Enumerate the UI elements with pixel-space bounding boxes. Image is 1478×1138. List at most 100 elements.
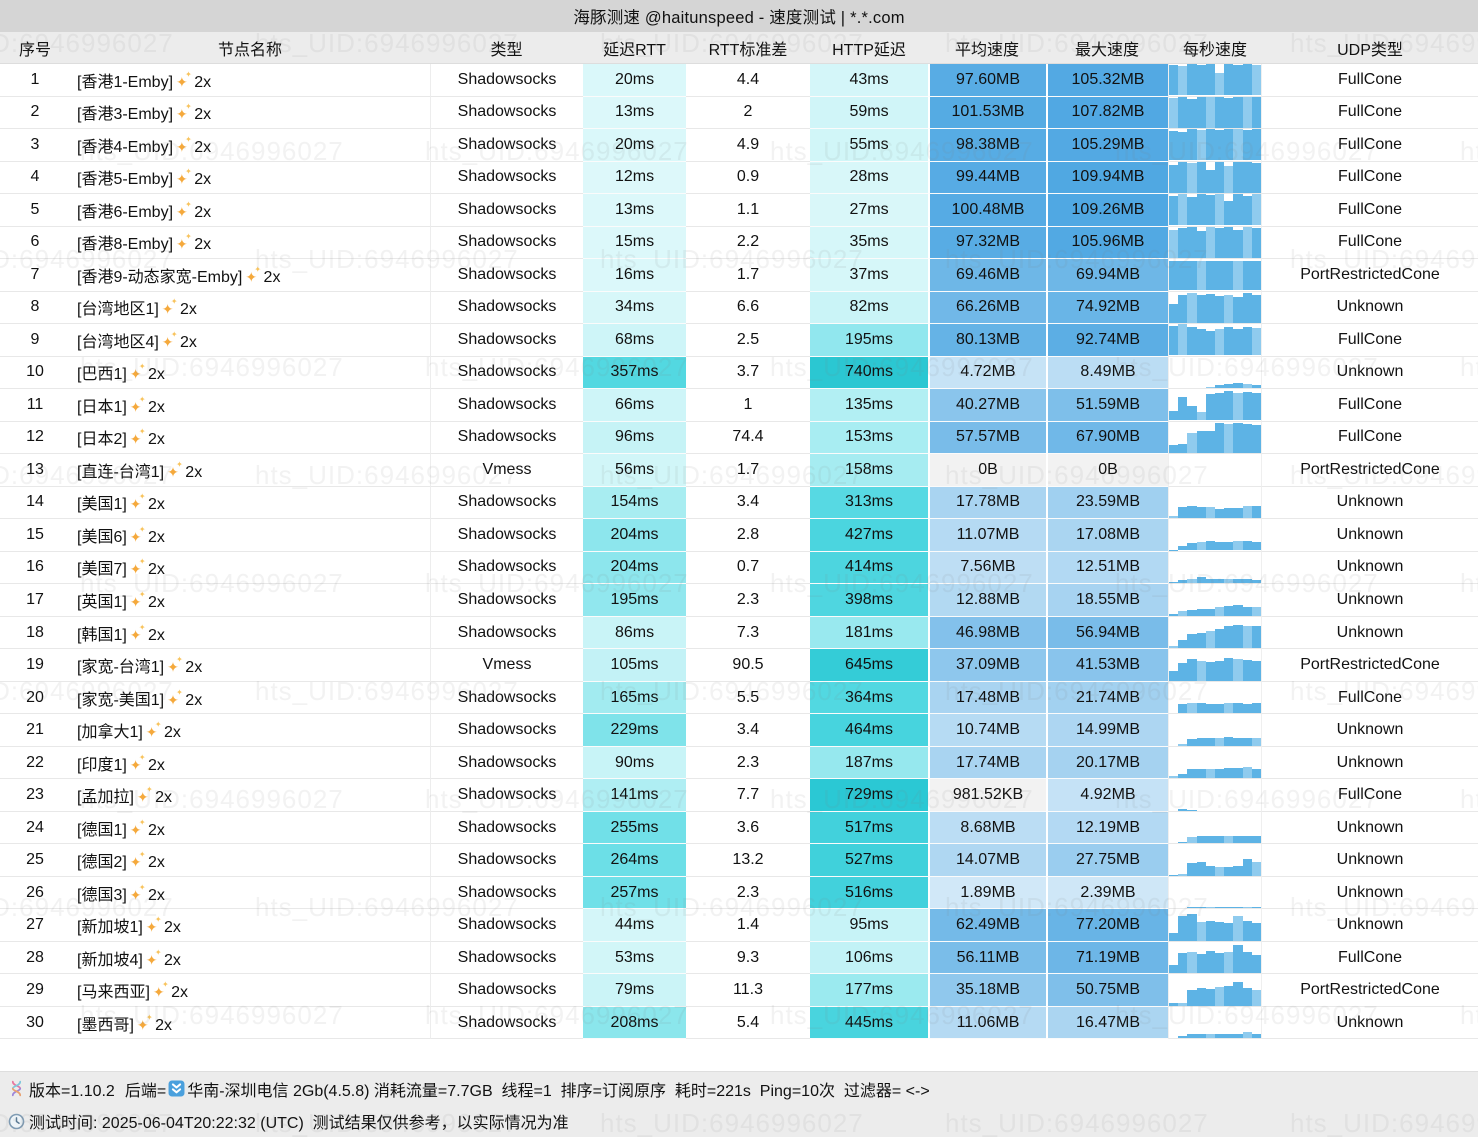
cell-node-name: [香港6-Emby] ✦ ✦ 2x — [70, 194, 430, 227]
sparkline-bar — [1178, 294, 1188, 323]
sparkline-bar — [1187, 64, 1197, 96]
cell-speed-sparkline — [1168, 616, 1262, 650]
cell-index: 2 — [0, 97, 70, 130]
sparkline-bar — [1233, 915, 1243, 941]
sparkline-bar — [1187, 952, 1197, 974]
cell-rtt-stddev: 1 — [686, 389, 810, 422]
speed-sparkline — [1169, 942, 1261, 974]
sparkles-icon: ✦ ✦ — [176, 167, 192, 188]
sparkline-bar — [1233, 703, 1243, 714]
sparkline-bar — [1187, 406, 1197, 421]
cell-rtt-stddev: 2.5 — [686, 324, 810, 357]
cell-rtt-stddev: 1.7 — [686, 259, 810, 292]
cell-type: Shadowsocks — [430, 584, 583, 617]
cell-type: Shadowsocks — [430, 714, 583, 747]
sparkline-bar — [1242, 226, 1252, 258]
cell-latency-rtt: 12ms — [583, 161, 686, 195]
cell-index: 7 — [0, 259, 70, 292]
cell-max-speed: 12.19MB — [1046, 811, 1168, 845]
cell-http-latency: 135ms — [810, 389, 928, 422]
sparkline-bar — [1251, 294, 1261, 323]
node-multiplier: 2x — [259, 268, 281, 286]
cell-udp-type: Unknown — [1262, 714, 1478, 747]
node-multiplier: 2x — [143, 398, 165, 416]
sparkline-bar — [1196, 836, 1206, 844]
sparkline-bar — [1169, 445, 1179, 453]
node-name-label: [香港9-动态家宽-Emby] — [77, 268, 243, 286]
cell-avg-speed: 98.38MB — [928, 129, 1046, 162]
table-row: 12 [日本2] ✦ ✦ 2x Shadowsocks 96ms 74.4 153ms 57.5… — [0, 421, 1478, 455]
sparkline-bar — [1251, 506, 1261, 518]
sparkline-bar — [1224, 625, 1234, 649]
sparkline-bar — [1224, 606, 1234, 616]
page-title: 海豚测速 @haitunspeed - 速度测试 | *.*.com — [573, 9, 905, 27]
cell-max-speed: 77.20MB — [1046, 909, 1168, 942]
sparkline-bar — [1169, 516, 1179, 518]
sparkline-bar — [1178, 1036, 1188, 1039]
sparkline-bar — [1251, 738, 1261, 746]
cell-latency-rtt: 208ms — [583, 1006, 686, 1040]
node-name-label: [香港3-Emby] — [77, 106, 174, 124]
node-multiplier: 2x — [143, 561, 165, 579]
sparkline-bar — [1196, 768, 1206, 779]
sparkline-bar — [1242, 767, 1252, 779]
cell-avg-speed: 17.48MB — [928, 681, 1046, 715]
sparkline-bar — [1196, 906, 1206, 909]
cell-speed-sparkline — [1168, 129, 1262, 162]
cell-latency-rtt: 204ms — [583, 519, 686, 552]
cell-max-speed: 8.49MB — [1046, 356, 1168, 390]
sparkline-bar — [1233, 768, 1243, 779]
cell-max-speed: 4.92MB — [1046, 779, 1168, 812]
sparkline-bar — [1196, 65, 1206, 96]
cell-avg-speed: 0B — [928, 454, 1046, 487]
sparkline-bar — [1233, 906, 1243, 909]
clock-icon — [8, 1113, 25, 1130]
node-multiplier: 2x — [180, 659, 203, 677]
cell-type: Shadowsocks — [430, 486, 583, 520]
sparkline-bar — [1242, 130, 1252, 161]
cell-latency-rtt: 86ms — [583, 616, 686, 650]
sparkline-bar — [1233, 737, 1243, 746]
cell-udp-type: Unknown — [1262, 292, 1478, 325]
sparkles-icon: ✦ ✦ — [161, 297, 178, 318]
sparkline-bar — [1224, 922, 1234, 941]
node-name-label: [家宽-美国1] — [77, 691, 165, 709]
sparkline-bar — [1233, 658, 1243, 681]
cell-udp-type: FullCone — [1262, 162, 1478, 195]
node-name-label: [日本1] — [77, 398, 127, 416]
sparkline-bar — [1233, 507, 1243, 518]
cell-type: Shadowsocks — [430, 681, 583, 715]
cell-speed-sparkline — [1168, 974, 1262, 1007]
cell-node-name: [美国1] ✦ ✦ 2x — [70, 487, 430, 520]
cell-max-speed: 67.90MB — [1046, 421, 1168, 455]
speed-sparkline — [1169, 292, 1261, 323]
node-multiplier: 2x — [175, 301, 197, 319]
sparkline-bar — [1251, 328, 1261, 356]
sparkline-bar — [1224, 768, 1234, 779]
cell-type: Shadowsocks — [430, 421, 583, 455]
sparkline-bar — [1169, 64, 1179, 96]
sparkline-bar — [1251, 393, 1261, 421]
cell-rtt-stddev: 3.4 — [686, 714, 810, 747]
node-name-label: [台湾地区4] — [77, 333, 159, 351]
cell-index: 8 — [0, 292, 70, 325]
cell-type: Vmess — [430, 649, 583, 682]
sparkline-bar — [1187, 579, 1197, 583]
cell-rtt-stddev: 1.4 — [686, 909, 810, 942]
table-body: 1 [香港1-Emby] ✦ ✦ 2x Shadowsocks 20ms 4.4 43ms 97… — [0, 64, 1478, 1040]
cell-latency-rtt: 13ms — [583, 194, 686, 227]
cell-index: 24 — [0, 812, 70, 845]
sparkline-bar — [1205, 988, 1216, 1006]
sparkline-bar — [1178, 507, 1188, 518]
sparkline-bar — [1233, 605, 1243, 616]
cell-speed-sparkline — [1168, 714, 1262, 747]
cell-speed-sparkline — [1168, 844, 1262, 877]
cell-rtt-stddev: 90.5 — [686, 649, 810, 682]
sparkline-bar — [1169, 325, 1179, 356]
node-name-label: [孟加拉] — [77, 789, 134, 807]
cell-avg-speed: 57.57MB — [928, 421, 1046, 455]
speed-sparkline — [1169, 910, 1261, 941]
sparkline-bar — [1187, 327, 1197, 356]
speed-sparkline — [1169, 389, 1261, 421]
cell-latency-rtt: 20ms — [583, 129, 686, 162]
